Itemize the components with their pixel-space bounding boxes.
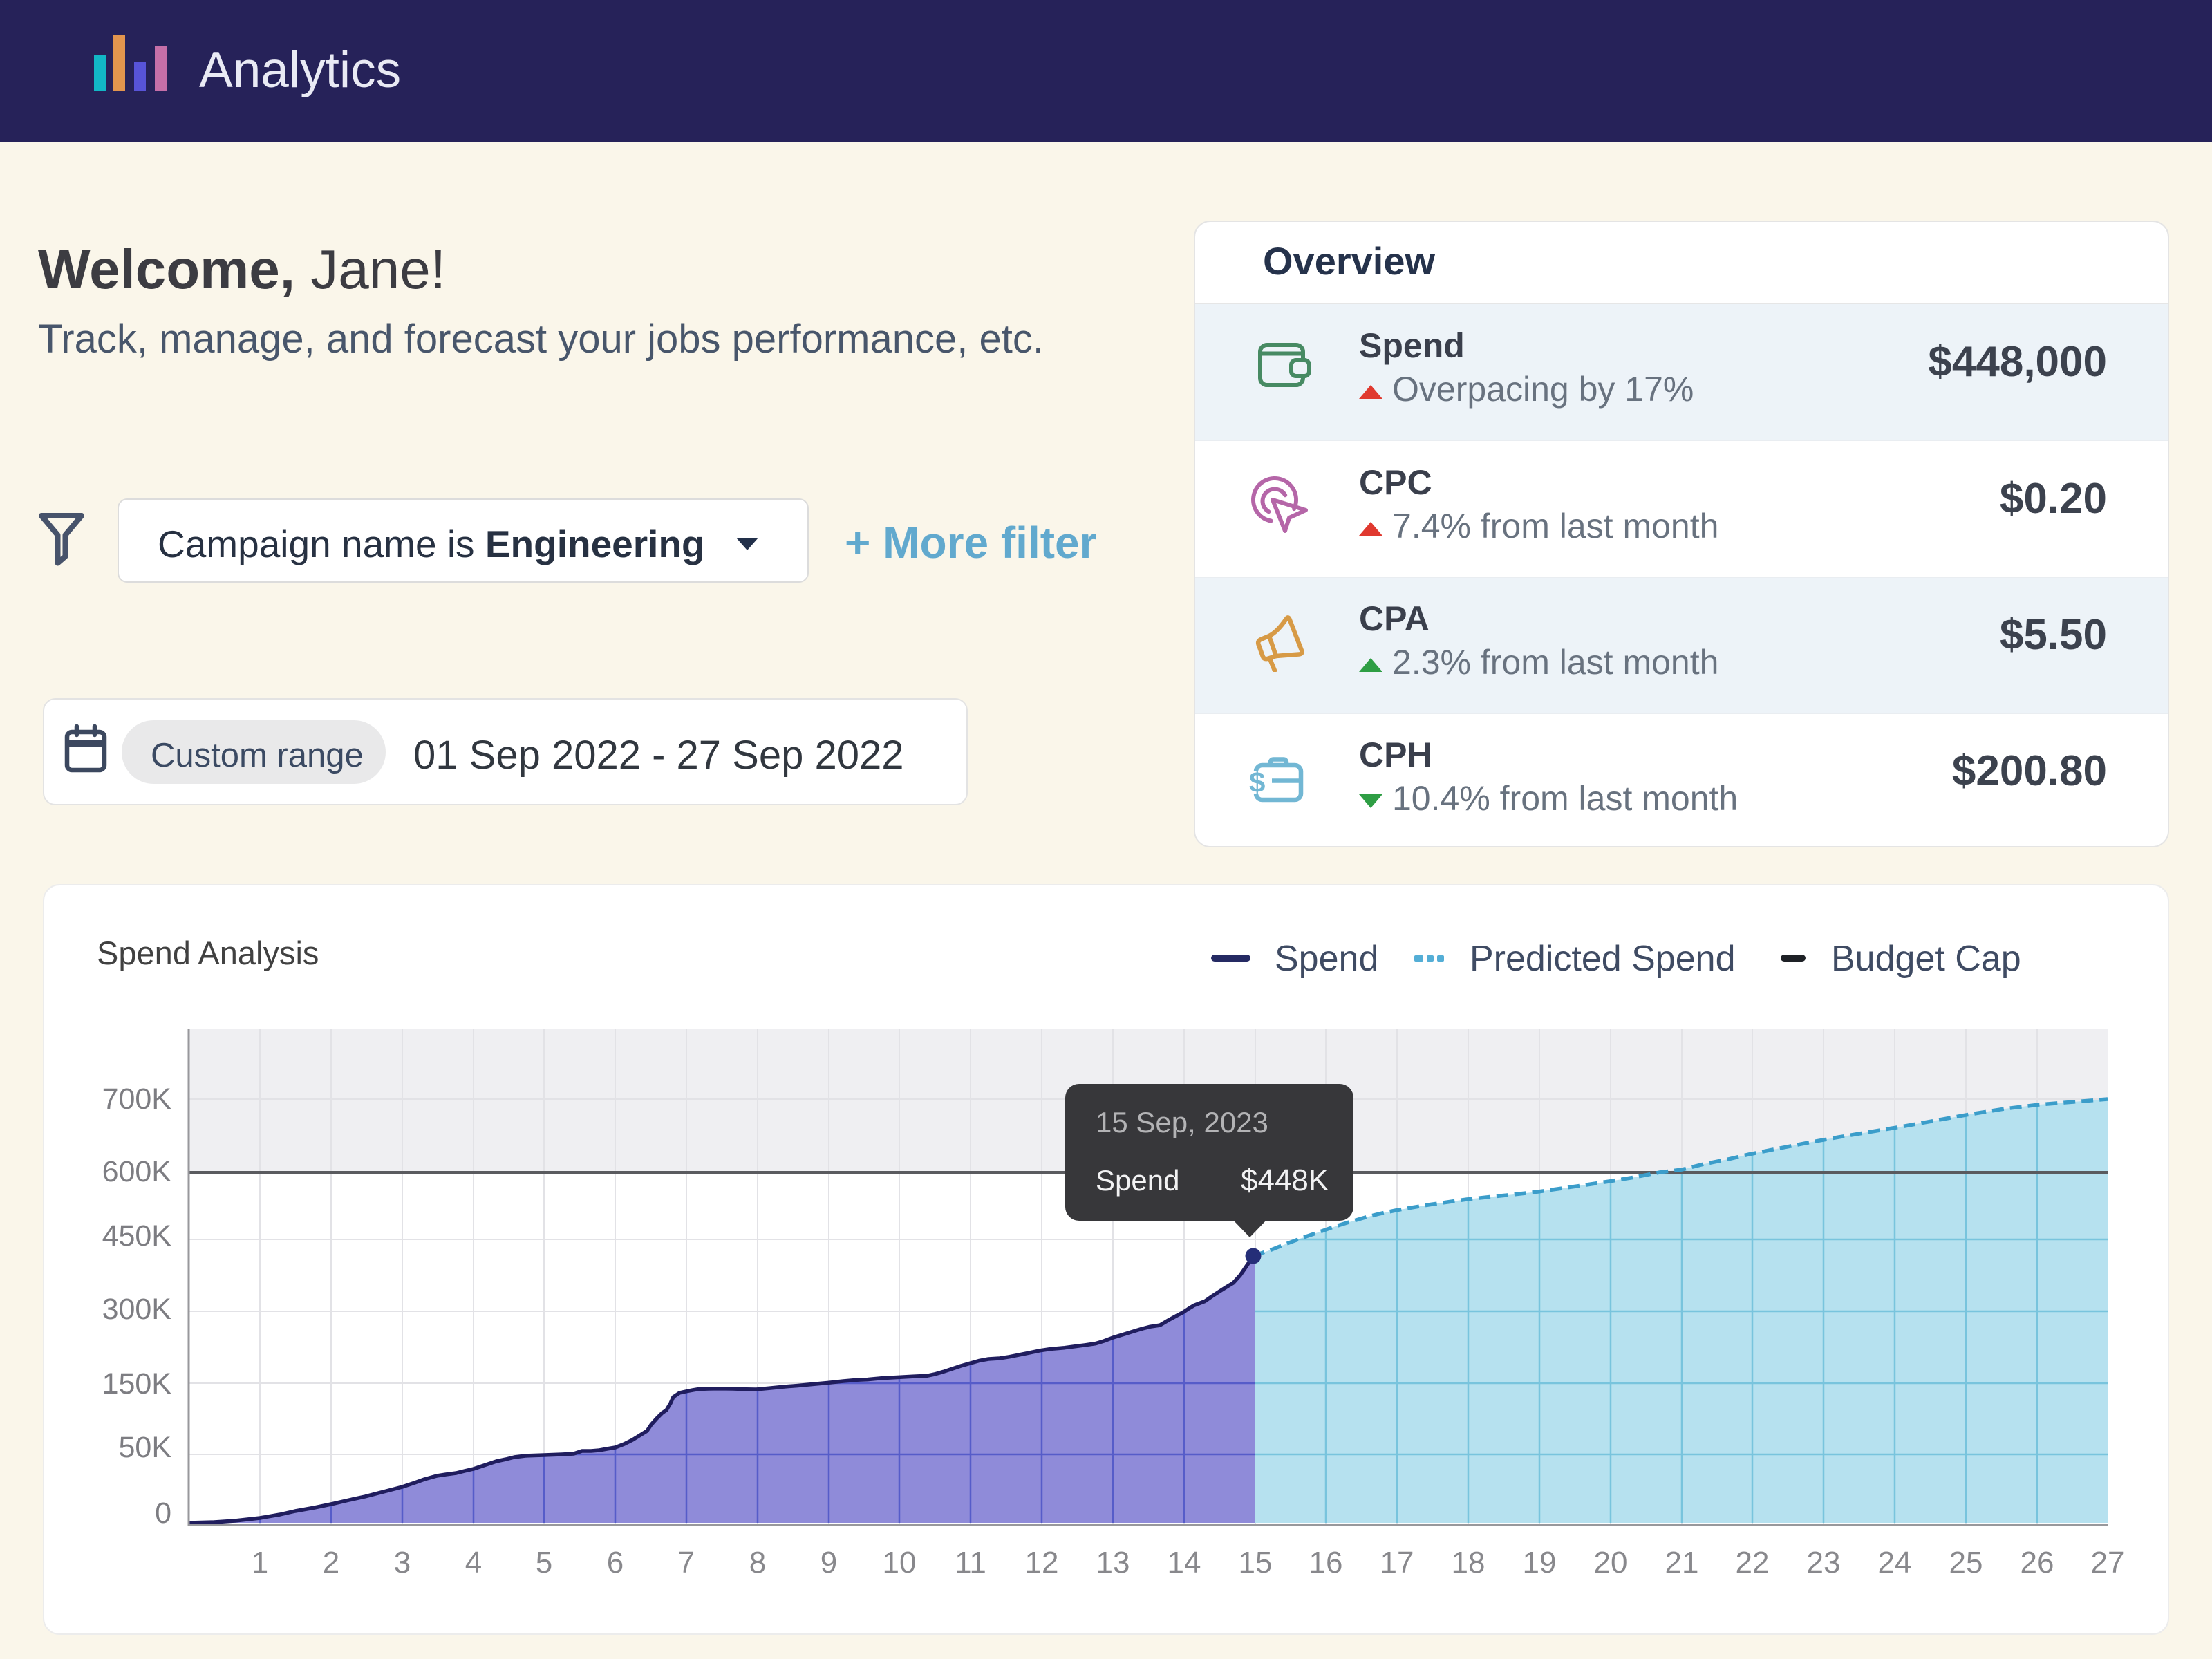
svg-text:3: 3 xyxy=(394,1546,411,1580)
svg-text:12: 12 xyxy=(1025,1546,1059,1580)
svg-text:27: 27 xyxy=(2091,1546,2125,1580)
svg-text:9: 9 xyxy=(821,1546,837,1580)
svg-text:Budget Cap: Budget Cap xyxy=(1831,939,2021,979)
svg-text:5: 5 xyxy=(536,1546,552,1580)
svg-text:Spend Analysis: Spend Analysis xyxy=(97,935,319,971)
svg-text:11: 11 xyxy=(955,1546,986,1580)
svg-text:15 Sep, 2023: 15 Sep, 2023 xyxy=(1096,1106,1268,1138)
svg-text:Spend: Spend xyxy=(1096,1164,1179,1197)
svg-text:10: 10 xyxy=(883,1546,917,1580)
svg-text:Predicted Spend: Predicted Spend xyxy=(1470,939,1736,979)
svg-text:7: 7 xyxy=(678,1546,695,1580)
svg-text:21: 21 xyxy=(1665,1546,1699,1580)
svg-text:4: 4 xyxy=(465,1546,482,1580)
svg-text:6: 6 xyxy=(607,1546,624,1580)
svg-text:450K: 450K xyxy=(102,1219,172,1253)
svg-text:0: 0 xyxy=(155,1497,171,1530)
svg-text:Spend: Spend xyxy=(1275,939,1378,979)
svg-text:22: 22 xyxy=(1736,1546,1770,1580)
svg-text:$: $ xyxy=(1249,766,1265,798)
svg-text:8: 8 xyxy=(749,1546,766,1580)
svg-text:13: 13 xyxy=(1096,1546,1130,1580)
svg-text:50K: 50K xyxy=(118,1431,171,1464)
svg-text:19: 19 xyxy=(1523,1546,1557,1580)
svg-text:150K: 150K xyxy=(102,1367,172,1400)
svg-text:14: 14 xyxy=(1168,1546,1201,1580)
svg-text:23: 23 xyxy=(1807,1546,1841,1580)
svg-text:2: 2 xyxy=(323,1546,339,1580)
svg-text:25: 25 xyxy=(1949,1546,1983,1580)
svg-text:300K: 300K xyxy=(102,1293,172,1326)
svg-text:700K: 700K xyxy=(102,1082,172,1116)
svg-text:20: 20 xyxy=(1594,1546,1628,1580)
svg-text:600K: 600K xyxy=(102,1155,172,1188)
svg-text:15: 15 xyxy=(1239,1546,1273,1580)
svg-text:24: 24 xyxy=(1878,1546,1912,1580)
svg-text:16: 16 xyxy=(1309,1546,1343,1580)
svg-text:$448K: $448K xyxy=(1241,1163,1329,1197)
svg-text:18: 18 xyxy=(1452,1546,1485,1580)
svg-text:1: 1 xyxy=(252,1546,268,1580)
svg-text:26: 26 xyxy=(2021,1546,2054,1580)
svg-text:17: 17 xyxy=(1380,1546,1414,1580)
